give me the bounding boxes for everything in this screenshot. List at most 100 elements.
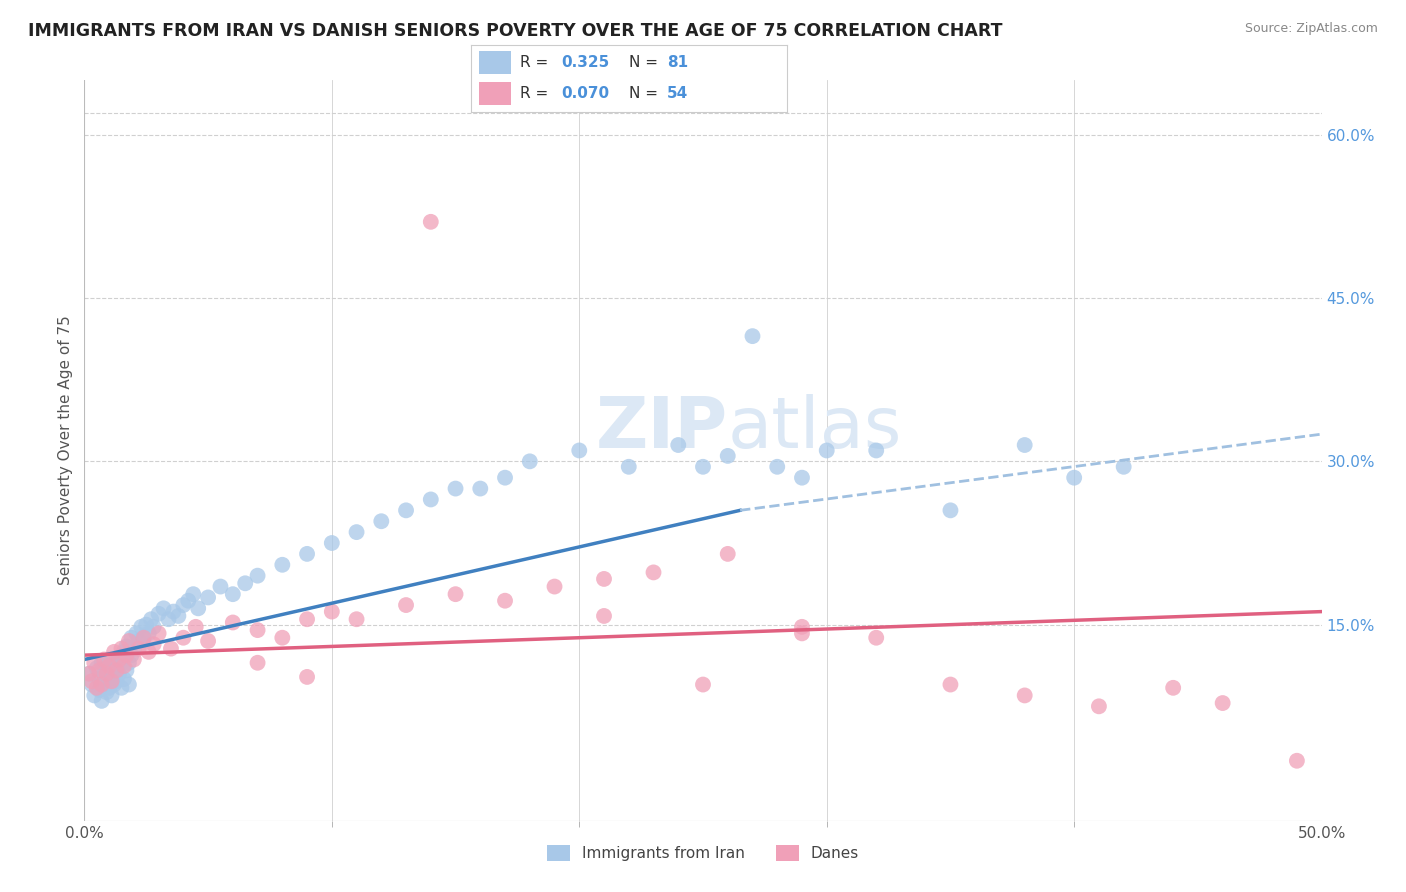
Point <box>666 438 689 452</box>
Point <box>295 612 318 626</box>
Point <box>80 677 103 691</box>
Point <box>148 626 170 640</box>
Point <box>222 587 245 601</box>
Point <box>122 652 145 666</box>
Point <box>98 681 121 695</box>
Point <box>197 591 219 605</box>
Point <box>617 459 640 474</box>
Point <box>295 670 318 684</box>
Point <box>519 454 541 468</box>
Point <box>118 656 141 670</box>
Point <box>141 612 163 626</box>
Point <box>939 503 962 517</box>
Point <box>444 587 467 601</box>
Text: R =: R = <box>520 86 553 101</box>
Point <box>98 652 121 666</box>
Point <box>187 601 209 615</box>
Point <box>419 215 441 229</box>
Point <box>105 664 128 678</box>
Point <box>692 677 714 691</box>
Point <box>246 623 269 637</box>
Point <box>470 482 492 496</box>
Point <box>98 659 121 673</box>
Point <box>93 652 115 666</box>
Point <box>108 652 131 666</box>
Point <box>593 609 616 624</box>
Text: Source: ZipAtlas.com: Source: ZipAtlas.com <box>1244 22 1378 36</box>
Point <box>593 572 616 586</box>
Text: 0.070: 0.070 <box>561 86 609 101</box>
Point <box>1285 754 1308 768</box>
Point <box>90 677 112 691</box>
Point <box>643 566 665 580</box>
Point <box>865 443 887 458</box>
Point <box>346 612 368 626</box>
Point <box>321 605 343 619</box>
Point <box>1014 689 1036 703</box>
Point <box>125 626 148 640</box>
Point <box>494 471 516 485</box>
Text: 81: 81 <box>668 55 689 70</box>
Point <box>105 659 128 673</box>
Point <box>233 576 256 591</box>
Bar <box>479 52 510 74</box>
Point <box>110 641 132 656</box>
Point <box>167 609 190 624</box>
Point <box>1088 699 1111 714</box>
Point <box>246 568 269 582</box>
Point <box>181 587 204 601</box>
Point <box>112 672 135 686</box>
Point <box>790 620 813 634</box>
Point <box>370 514 392 528</box>
Point <box>115 640 138 654</box>
Point <box>741 329 763 343</box>
Point <box>132 631 155 645</box>
Point <box>103 645 125 659</box>
Point <box>100 689 122 703</box>
Point <box>100 674 122 689</box>
Point <box>79 666 101 681</box>
Text: N =: N = <box>630 55 664 70</box>
Point <box>717 449 740 463</box>
Point <box>128 641 150 656</box>
Point <box>86 661 108 675</box>
Point <box>120 648 142 662</box>
Point <box>295 547 318 561</box>
Point <box>246 656 269 670</box>
Point <box>110 681 132 695</box>
Point <box>1112 459 1135 474</box>
Point <box>90 656 112 670</box>
Point <box>96 666 118 681</box>
Point <box>115 664 138 678</box>
Point <box>96 685 118 699</box>
Point <box>419 492 441 507</box>
Point <box>271 631 294 645</box>
Bar <box>479 82 510 104</box>
Point <box>177 593 200 607</box>
Point <box>103 664 125 678</box>
Point <box>89 664 111 678</box>
Point <box>138 645 160 659</box>
Point <box>89 683 111 698</box>
Point <box>112 659 135 673</box>
Point <box>321 536 343 550</box>
Point <box>118 634 141 648</box>
Y-axis label: Seniors Poverty Over the Age of 75: Seniors Poverty Over the Age of 75 <box>58 316 73 585</box>
Point <box>790 471 813 485</box>
Point <box>172 631 194 645</box>
Point <box>110 656 132 670</box>
Point <box>129 620 152 634</box>
Point <box>135 617 157 632</box>
Point <box>172 598 194 612</box>
Text: IMMIGRANTS FROM IRAN VS DANISH SENIORS POVERTY OVER THE AGE OF 75 CORRELATION CH: IMMIGRANTS FROM IRAN VS DANISH SENIORS P… <box>28 22 1002 40</box>
Point <box>395 503 418 517</box>
Point <box>112 645 135 659</box>
Point <box>89 672 111 686</box>
Point <box>865 631 887 645</box>
Point <box>346 525 368 540</box>
Point <box>162 605 184 619</box>
Point <box>1161 681 1184 695</box>
Point <box>115 648 138 662</box>
Text: ZIP: ZIP <box>596 393 728 463</box>
Text: 0.325: 0.325 <box>561 55 609 70</box>
